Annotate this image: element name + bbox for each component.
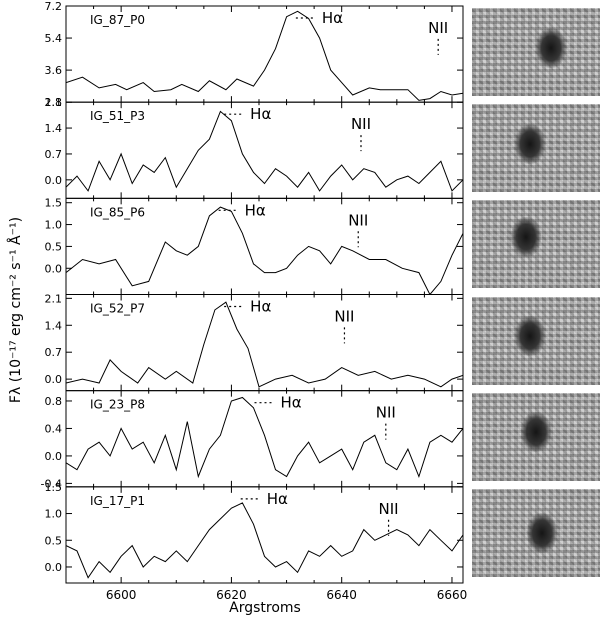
spectrum-line bbox=[66, 206, 463, 295]
x-tick-label: 6660 bbox=[437, 588, 468, 602]
y-tick-label: 0.7 bbox=[45, 346, 63, 359]
y-tick-label: 0.0 bbox=[45, 561, 63, 574]
nii-label: NII bbox=[379, 500, 399, 518]
y-tick-label: 1.4 bbox=[45, 122, 63, 135]
panel-name-label: IG_85_P6 bbox=[90, 205, 145, 219]
y-axis-label: Fλ (10⁻¹⁷ erg cm⁻² s⁻¹ Å⁻¹) bbox=[7, 217, 24, 403]
halpha-label: Hα bbox=[267, 490, 288, 508]
y-tick-label: 1.5 bbox=[45, 197, 63, 210]
panel-name-label: IG_23_P8 bbox=[90, 398, 145, 412]
y-tick-label: 3.6 bbox=[45, 64, 63, 77]
thumbnail-noise bbox=[472, 8, 600, 97]
y-tick-label: 2.1 bbox=[45, 96, 63, 109]
nii-label: NII bbox=[428, 19, 448, 37]
thumbnail-source-blob bbox=[521, 412, 551, 453]
panel-ig-87-p0: 1.8 3.6 5.4 7.2 IG_87_P0 Hα NII bbox=[45, 0, 464, 109]
nii-label: NII bbox=[348, 211, 368, 229]
panel-ig-52-p7: 0.0 0.7 1.4 2.1 IG_52_P7 Hα NII bbox=[45, 292, 464, 392]
panel-name-label: IG_87_P0 bbox=[90, 13, 145, 27]
nii-label: NII bbox=[376, 404, 396, 422]
x-tick-label: 6600 bbox=[106, 588, 137, 602]
thumbnail-image-ig-52-p7 bbox=[472, 296, 600, 385]
panel-ig-23-p8: -0.4 0.0 0.4 0.8 IG_23_P8 Hα NII bbox=[41, 390, 464, 490]
y-tick-label: 0.7 bbox=[45, 148, 63, 161]
thumbnail-source-blob bbox=[536, 27, 567, 68]
halpha-label: Hα bbox=[245, 201, 266, 219]
y-tick-label: 5.4 bbox=[45, 32, 63, 45]
y-tick-label: 1.0 bbox=[45, 219, 63, 232]
halpha-label: Hα bbox=[250, 298, 271, 316]
y-tick-label: 1.0 bbox=[45, 508, 63, 521]
thumbnail-source-blob bbox=[514, 123, 545, 164]
panel-name-label: IG_52_P7 bbox=[90, 302, 145, 316]
nii-label: NII bbox=[334, 307, 354, 325]
spectrum-line bbox=[66, 10, 463, 101]
thumbnail-image-ig-17-p1 bbox=[472, 488, 600, 577]
nii-label: NII bbox=[351, 115, 371, 133]
thumbnail-image-ig-87-p0 bbox=[472, 8, 600, 97]
thumbnail-source-blob bbox=[514, 316, 545, 357]
x-tick-label: 6620 bbox=[216, 588, 247, 602]
thumbnail-source-blob bbox=[527, 512, 558, 553]
y-tick-label: 1.5 bbox=[45, 481, 63, 494]
panel-ig-51-p3: 0.0 0.7 1.4 2.1 IG_51_P3 Hα NII bbox=[45, 96, 464, 199]
y-tick-label: 1.4 bbox=[45, 319, 63, 332]
thumbnail-image-ig-51-p3 bbox=[472, 104, 600, 193]
y-tick-label: 0.0 bbox=[45, 262, 63, 275]
y-tick-label: 0.4 bbox=[45, 422, 63, 435]
y-tick-label: 0.0 bbox=[45, 174, 63, 187]
panel-ig-17-p1: 0.0 0.5 1.0 1.5 IG_17_P1 Hα NII bbox=[45, 481, 464, 584]
x-tick-label: 6640 bbox=[326, 588, 357, 602]
halpha-label: Hα bbox=[322, 9, 343, 27]
y-tick-label: 0.0 bbox=[45, 373, 63, 386]
spectrum-line bbox=[66, 301, 463, 388]
y-tick-label: 2.1 bbox=[45, 292, 63, 305]
spectrum-line bbox=[66, 502, 463, 579]
panel-ig-85-p6: 0.0 0.5 1.0 1.5 IG_85_P6 Hα NII bbox=[45, 197, 464, 295]
y-tick-label: 0.5 bbox=[45, 240, 63, 253]
y-tick-label: -0.4 bbox=[41, 477, 62, 490]
thumbnail-image-ig-23-p8 bbox=[472, 392, 600, 481]
x-axis-label: Argstroms bbox=[229, 600, 301, 616]
y-tick-label: 0.0 bbox=[45, 450, 63, 463]
y-tick-label: 0.8 bbox=[45, 395, 63, 408]
thumbnail-source-blob bbox=[510, 217, 541, 258]
panel-name-label: IG_17_P1 bbox=[90, 494, 145, 508]
y-tick-label: 7.2 bbox=[45, 0, 63, 13]
halpha-label: Hα bbox=[250, 105, 271, 123]
panel-name-label: IG_51_P3 bbox=[90, 109, 145, 123]
thumbnail-image-ig-85-p6 bbox=[472, 200, 600, 289]
halpha-label: Hα bbox=[281, 394, 302, 412]
spectrum-line bbox=[66, 396, 463, 479]
spectrum-line bbox=[66, 110, 463, 192]
y-tick-label: 0.5 bbox=[45, 534, 63, 547]
y-tick-label: 1.8 bbox=[45, 96, 63, 109]
